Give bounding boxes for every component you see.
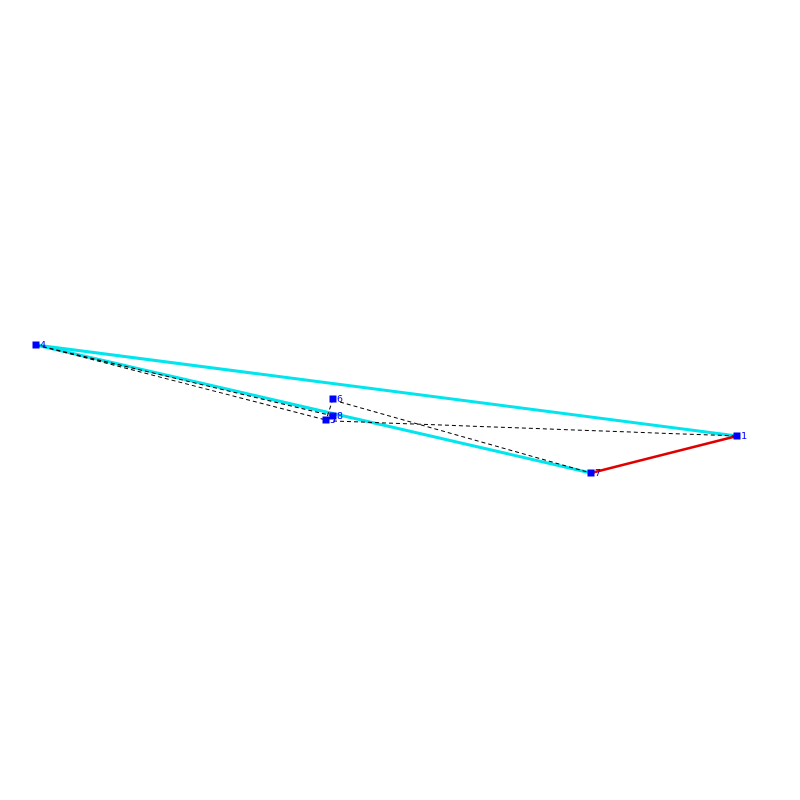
edges — [35, 343, 738, 475]
node-label: 6 — [337, 394, 343, 405]
node — [322, 416, 330, 424]
node-label: 5 — [330, 415, 336, 426]
node — [32, 341, 40, 349]
nodes: 1 4 6 7 85 — [32, 340, 747, 479]
edge — [590, 434, 738, 475]
edge — [35, 343, 738, 438]
edge — [35, 344, 327, 421]
node — [587, 469, 595, 477]
node — [733, 432, 741, 440]
edge — [35, 343, 592, 475]
node-label: 8 — [337, 411, 343, 422]
edge — [332, 420, 738, 437]
edge — [35, 344, 334, 417]
node-label: 7 — [595, 468, 601, 479]
node-label: 1 — [741, 431, 747, 442]
node-label: 4 — [40, 340, 46, 351]
edge — [339, 401, 592, 474]
node — [329, 412, 337, 420]
node — [329, 395, 337, 403]
